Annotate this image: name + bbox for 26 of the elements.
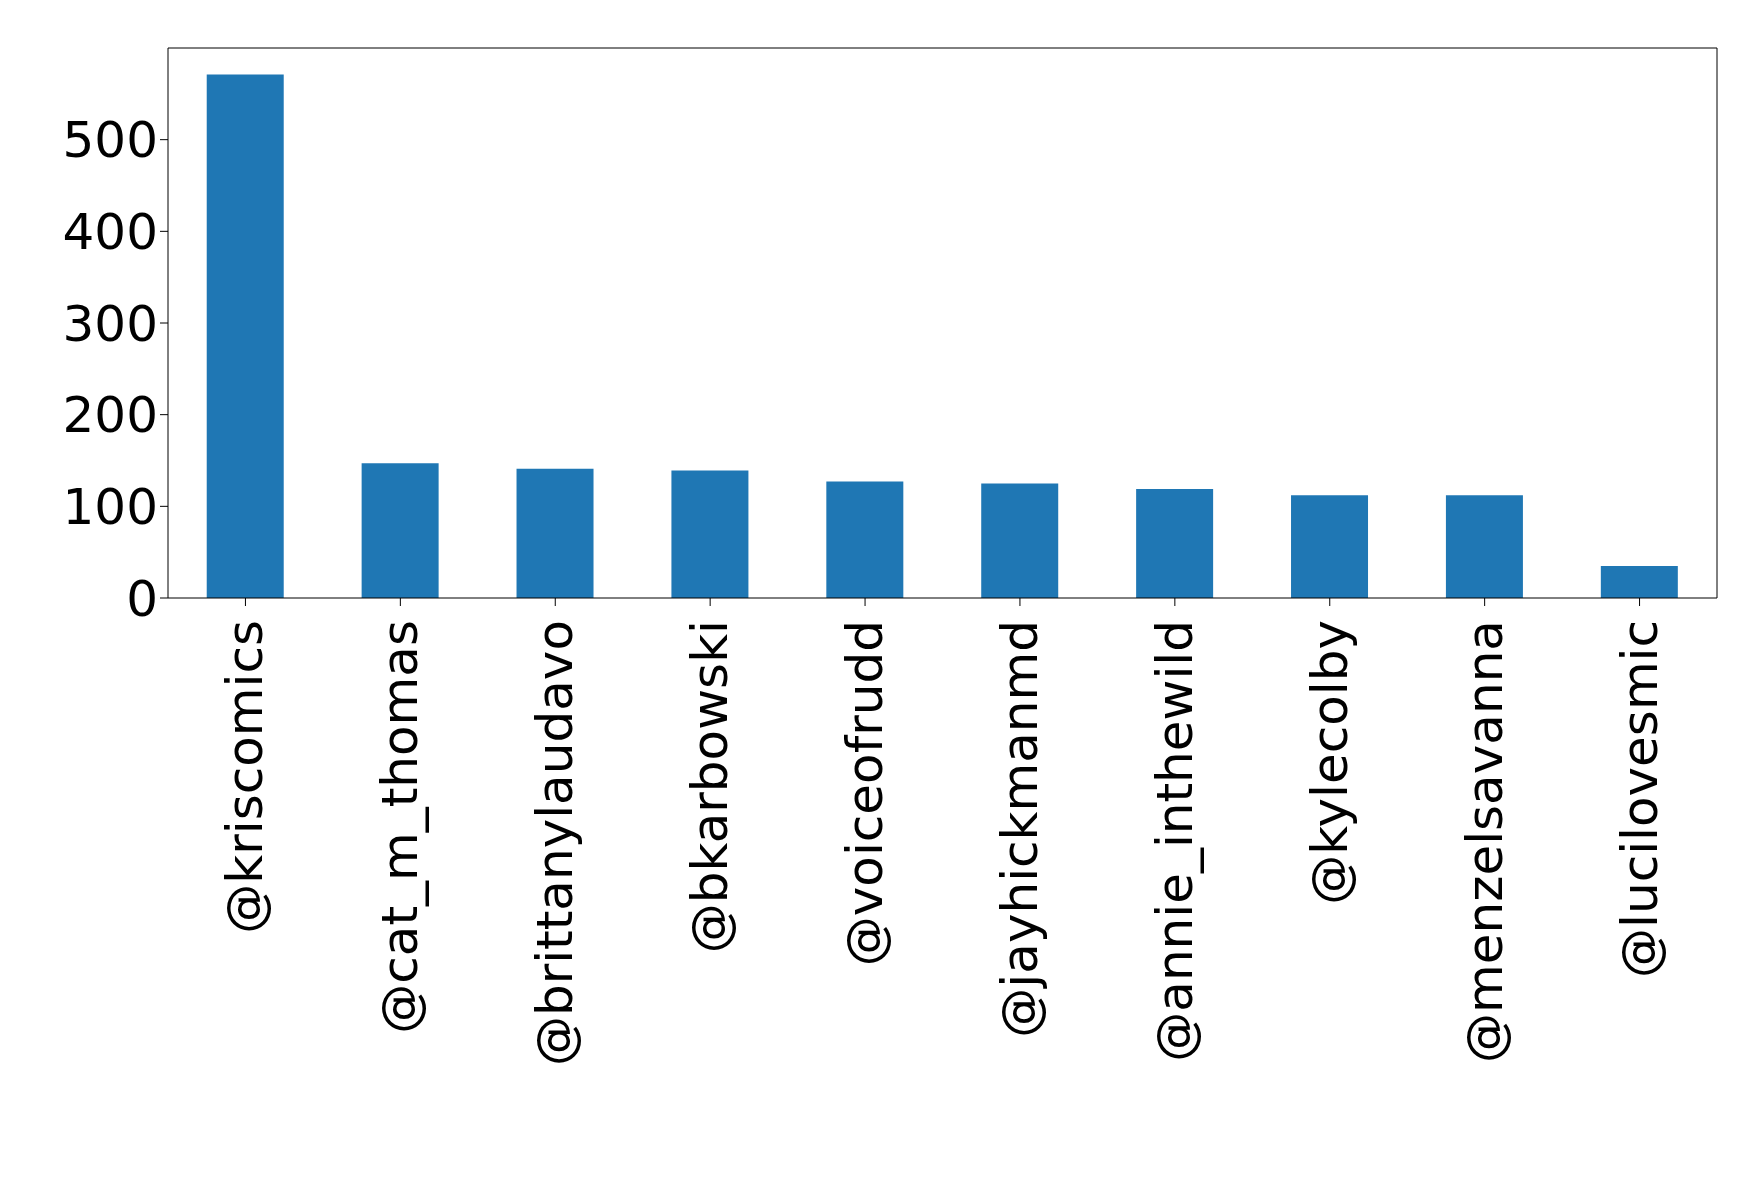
bar bbox=[1136, 488, 1214, 598]
bar bbox=[671, 470, 749, 598]
bar bbox=[1600, 565, 1678, 598]
x-tick-label: @kylecolby bbox=[1300, 620, 1359, 905]
bar bbox=[1445, 495, 1523, 598]
bar bbox=[826, 481, 904, 598]
bar bbox=[516, 468, 594, 598]
x-tick-label: @menzelsavanna bbox=[1455, 620, 1514, 1063]
bar bbox=[1291, 495, 1369, 598]
x-tick-label: @cat_m_thomas bbox=[371, 620, 430, 1034]
y-tick-label: 200 bbox=[62, 386, 158, 445]
y-tick-label: 500 bbox=[62, 111, 158, 170]
y-tick-label: 0 bbox=[126, 569, 158, 628]
bar bbox=[981, 483, 1059, 598]
x-tick-label: @kriscomics bbox=[216, 620, 275, 934]
x-tick-label: @bkarbowski bbox=[681, 620, 740, 954]
bar bbox=[206, 74, 284, 598]
y-tick-label: 300 bbox=[62, 294, 158, 353]
y-tick-label: 100 bbox=[62, 478, 158, 537]
x-tick-label: @brittanylaudavo bbox=[526, 620, 585, 1067]
x-tick-label: @voiceofrudd bbox=[836, 620, 895, 967]
x-tick-label: @jayhickmanmd bbox=[990, 620, 1049, 1038]
bar bbox=[361, 463, 439, 598]
x-tick-label: @annie_inthewild bbox=[1145, 620, 1204, 1062]
y-tick-label: 400 bbox=[62, 203, 158, 262]
x-tick-label: @lucilovesmic bbox=[1610, 620, 1669, 978]
